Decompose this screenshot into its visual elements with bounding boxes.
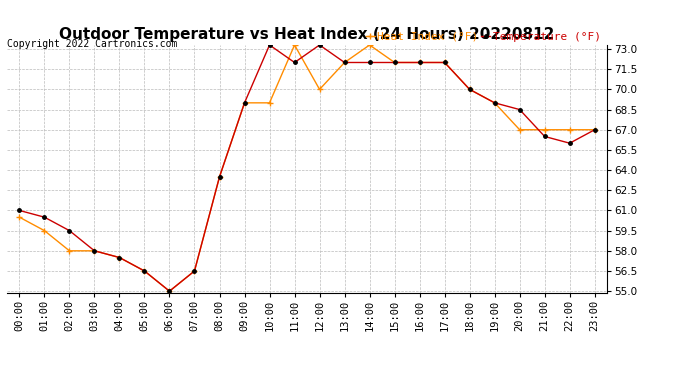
Temperature (°F) xyxy=(140,269,148,273)
Temperature (°F) xyxy=(15,208,23,213)
Heat Index (°F) xyxy=(15,215,23,219)
Heat Index (°F) xyxy=(340,60,348,65)
Heat Index (°F) xyxy=(415,60,424,65)
Heat Index (°F) xyxy=(366,43,374,47)
Heat Index (°F) xyxy=(166,289,174,293)
Temperature (°F) xyxy=(90,249,99,253)
Heat Index (°F) xyxy=(491,100,499,105)
Heat Index (°F) xyxy=(40,228,48,233)
Temperature (°F) xyxy=(240,100,248,105)
Temperature (°F) xyxy=(515,107,524,112)
Heat Index (°F) xyxy=(466,87,474,92)
Legend: Heat Index (°F), Temperature (°F): Heat Index (°F), Temperature (°F) xyxy=(364,31,602,43)
Temperature (°F) xyxy=(340,60,348,65)
Temperature (°F) xyxy=(591,128,599,132)
Temperature (°F) xyxy=(415,60,424,65)
Line: Heat Index (°F): Heat Index (°F) xyxy=(17,42,598,294)
Temperature (°F) xyxy=(466,87,474,92)
Heat Index (°F) xyxy=(266,100,274,105)
Heat Index (°F) xyxy=(391,60,399,65)
Title: Outdoor Temperature vs Heat Index (24 Hours) 20220812: Outdoor Temperature vs Heat Index (24 Ho… xyxy=(59,27,555,42)
Heat Index (°F) xyxy=(540,128,549,132)
Heat Index (°F) xyxy=(240,100,248,105)
Heat Index (°F) xyxy=(290,43,299,47)
Temperature (°F) xyxy=(440,60,449,65)
Heat Index (°F) xyxy=(66,249,74,253)
Temperature (°F) xyxy=(540,134,549,139)
Line: Temperature (°F): Temperature (°F) xyxy=(16,42,598,295)
Heat Index (°F) xyxy=(140,269,148,273)
Heat Index (°F) xyxy=(591,128,599,132)
Temperature (°F) xyxy=(266,43,274,47)
Heat Index (°F) xyxy=(215,175,224,179)
Heat Index (°F) xyxy=(90,249,99,253)
Temperature (°F) xyxy=(215,175,224,179)
Temperature (°F) xyxy=(290,60,299,65)
Temperature (°F) xyxy=(566,141,574,146)
Heat Index (°F) xyxy=(566,128,574,132)
Temperature (°F) xyxy=(190,269,199,273)
Temperature (°F) xyxy=(66,228,74,233)
Temperature (°F) xyxy=(366,60,374,65)
Temperature (°F) xyxy=(166,289,174,293)
Heat Index (°F) xyxy=(115,255,124,260)
Temperature (°F) xyxy=(391,60,399,65)
Text: Copyright 2022 Cartronics.com: Copyright 2022 Cartronics.com xyxy=(7,39,177,50)
Temperature (°F) xyxy=(315,43,324,47)
Temperature (°F) xyxy=(115,255,124,260)
Heat Index (°F) xyxy=(315,87,324,92)
Heat Index (°F) xyxy=(440,60,449,65)
Temperature (°F) xyxy=(40,215,48,219)
Heat Index (°F) xyxy=(190,269,199,273)
Temperature (°F) xyxy=(491,100,499,105)
Heat Index (°F) xyxy=(515,128,524,132)
